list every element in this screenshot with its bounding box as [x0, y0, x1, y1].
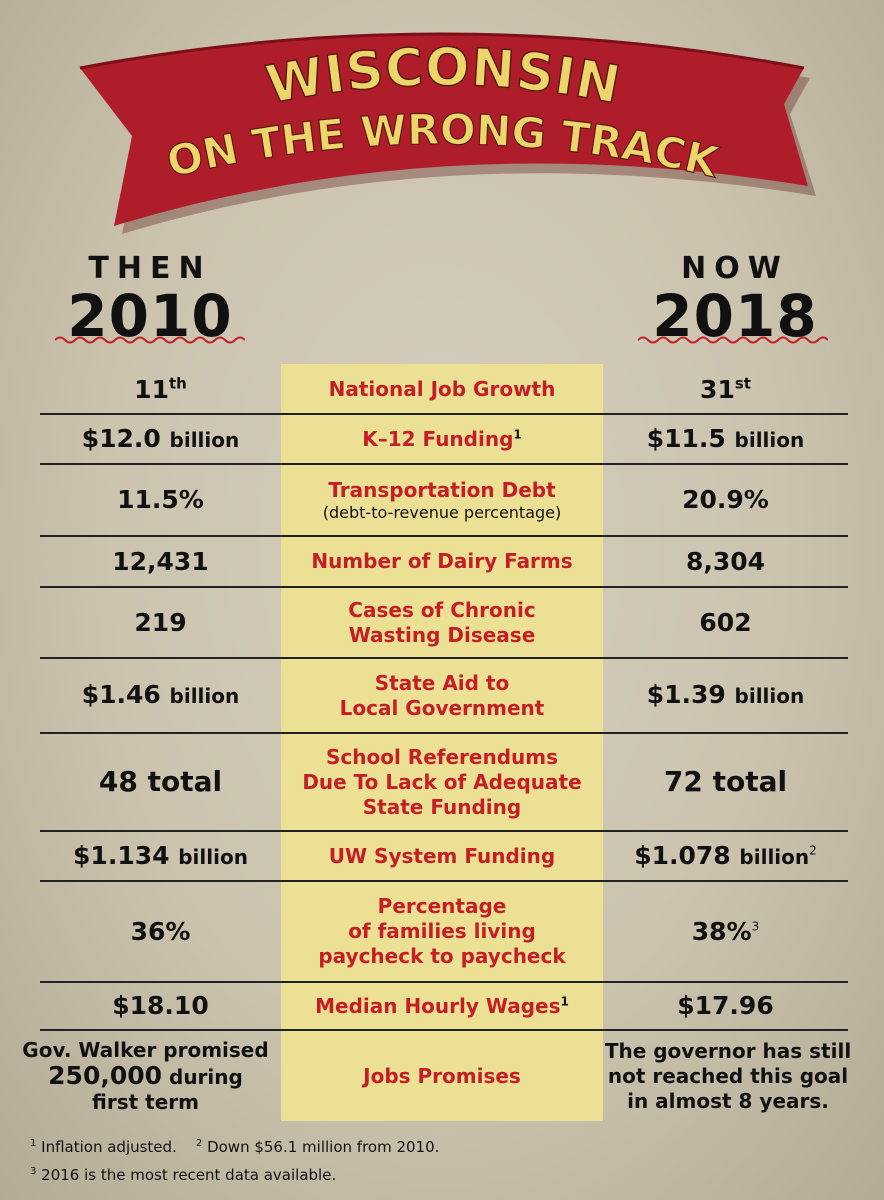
category-label: Cases of Chronic — [348, 597, 536, 622]
category-panel — [281, 364, 603, 1121]
category-label: Transportation Debt — [328, 477, 556, 502]
then-year: 2010 — [67, 282, 233, 350]
now-underline — [638, 336, 828, 344]
then-value: 36% — [130, 916, 191, 946]
then-header: THEN 2010 — [0, 251, 300, 350]
footnote-line-2: 3 2016 is the most recent data available… — [30, 1166, 337, 1184]
category-label: Median Hourly Wages1 — [315, 993, 569, 1018]
then-value: 48 total — [98, 765, 223, 798]
table-row: 11.5% Transportation Debt (debt-to-revenu… — [40, 465, 848, 535]
table-row: 11th National Job Growth 31st — [40, 366, 848, 413]
then-label: THEN — [88, 251, 212, 286]
now-value: $17.96 — [677, 991, 774, 1020]
then-text-line: Gov. Walker promised — [22, 1037, 269, 1062]
now-label: NOW — [681, 251, 789, 286]
then-value: 12,431 — [112, 546, 209, 576]
now-value: 8,304 — [685, 546, 766, 576]
then-underline — [55, 336, 245, 344]
now-value: $11.5 billion — [646, 423, 805, 453]
table-row: $12.0 billion K–12 Funding1 $11.5 billio… — [40, 415, 848, 463]
table-row: $1.46 billion State Aid to Local Governme… — [81, 670, 805, 720]
then-value: 11.5% — [117, 485, 204, 514]
banner-ribbon — [80, 34, 808, 226]
title-banner: WISCONSIN ON THE WRONG TRACK — [79, 32, 816, 234]
now-value: $1.39 billion — [646, 680, 805, 709]
category-label: K–12 Funding1 — [362, 426, 522, 451]
footnote-line-1: 1 Inflation adjusted. 2 Down $56.1 milli… — [30, 1138, 440, 1156]
category-label: UW System Funding — [328, 843, 556, 868]
then-value: $1.134 billion — [73, 840, 248, 870]
category-sublabel: (debt-to-revenue percentage) — [322, 502, 562, 522]
now-value: 31st — [700, 374, 751, 404]
now-value: 602 — [699, 607, 752, 637]
table-row: 12,431 Number of Dairy Farms 8,304 — [40, 537, 848, 586]
table-row: 219 Cases of Chronic Wasting Disease 602 — [134, 597, 752, 647]
then-value: 11th — [134, 374, 187, 404]
now-value: 72 total — [663, 765, 788, 798]
then-value: $18.10 — [112, 991, 209, 1020]
category-label: Number of Dairy Farms — [311, 549, 573, 573]
table-row: $18.10 Median Hourly Wages1 $17.96 — [40, 983, 848, 1029]
now-value: $1.078 billion2 — [634, 840, 817, 870]
table-row: 36% Percentage of families living paycheck… — [130, 894, 760, 968]
category-label: Jobs Promises — [363, 1063, 521, 1088]
table-row: $1.134 billion UW System Funding $1.078 … — [40, 832, 848, 880]
category-label: School Referendums — [326, 744, 558, 769]
now-year: 2018 — [652, 282, 818, 350]
table-row: Gov. Walker promised 250,000 during firs… — [22, 1037, 852, 1114]
now-value: 38%3 — [691, 916, 760, 946]
now-header: NOW 2018 — [585, 251, 884, 350]
category-label: State Aid to — [374, 670, 510, 695]
category-label: Percentage — [377, 894, 507, 918]
then-value: $12.0 billion — [81, 423, 240, 453]
table-row: 48 total School Referendums Due To Lack o… — [98, 744, 788, 819]
now-value: 20.9% — [682, 485, 769, 514]
now-text-line: The governor has still — [604, 1038, 852, 1063]
then-value: 250,000 — [48, 1060, 163, 1090]
then-value: $1.46 billion — [81, 680, 240, 709]
then-value: 219 — [134, 607, 187, 637]
category-label: National Job Growth — [328, 377, 556, 401]
